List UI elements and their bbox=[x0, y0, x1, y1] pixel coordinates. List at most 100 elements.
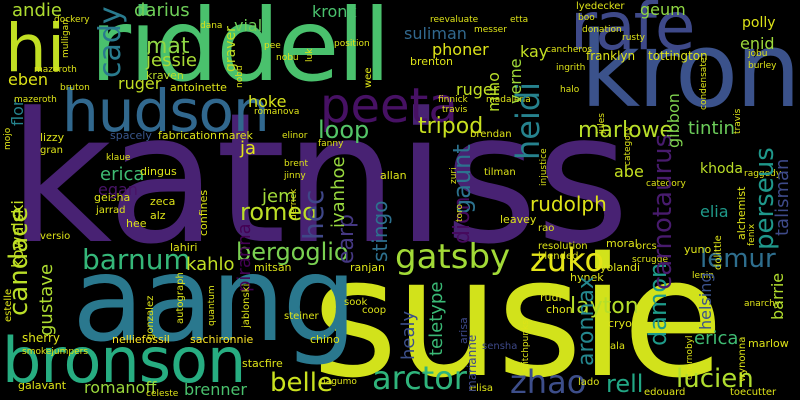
word-sook: sook bbox=[344, 297, 368, 308]
word-zuri: derrick bbox=[289, 188, 299, 220]
word-injustice: toro bbox=[455, 203, 465, 222]
word-lucien: lucien bbox=[676, 364, 754, 394]
word-doubtfire: darius bbox=[134, 0, 190, 21]
word-elinor: madalena bbox=[486, 95, 531, 105]
word-stingo: stingo bbox=[368, 200, 392, 262]
word-finnick: travis bbox=[442, 105, 468, 115]
word-chino: chino bbox=[310, 333, 340, 346]
word-brendan: brendan bbox=[470, 129, 512, 140]
word-abe: abe bbox=[614, 162, 644, 181]
word-marlowe: marlowe bbox=[578, 118, 674, 143]
word-andie: vial bbox=[234, 16, 263, 35]
word-bronson: bronson bbox=[2, 324, 246, 397]
word-edouard: edouard bbox=[644, 387, 686, 398]
word-kahlo: kahlo bbox=[186, 254, 235, 275]
word-moral: moral bbox=[606, 237, 638, 250]
word-gonzalez: gonzalez bbox=[145, 295, 156, 340]
word-suliman: geum bbox=[640, 0, 686, 19]
word-maman: raggedy bbox=[744, 169, 782, 179]
word-carnotaurus: carnotaurus bbox=[648, 133, 678, 290]
word-zuko: zuko bbox=[530, 241, 605, 279]
word-teletype: healy bbox=[398, 310, 419, 360]
word-arctor: arctor bbox=[372, 359, 467, 397]
word-belle: belle bbox=[270, 368, 333, 398]
word-etta: messer bbox=[474, 25, 507, 35]
word-ivanhoe: ivanhoe bbox=[328, 156, 349, 228]
word-eben: eben bbox=[8, 70, 48, 89]
word-geisha: geisha bbox=[94, 191, 131, 204]
word-gatsby: gatsby bbox=[395, 237, 511, 277]
word-trotsky: scrugge bbox=[632, 255, 669, 265]
word-marlow: marlow bbox=[748, 337, 789, 350]
word-marek: marek bbox=[218, 129, 253, 142]
word-rusty: cancheros bbox=[546, 45, 593, 55]
word-wee: position bbox=[334, 39, 370, 49]
word-ingrith: burley bbox=[748, 61, 777, 71]
word-halo: ingrith bbox=[556, 63, 586, 73]
word-fabrication: fabrication bbox=[158, 129, 218, 142]
word-yuno: yuno bbox=[684, 243, 712, 256]
word-blended: blended bbox=[538, 251, 579, 262]
word-hynek: hynek bbox=[570, 271, 604, 284]
word-mazeroth: mazeroth bbox=[14, 95, 57, 105]
word-condensate: jules bbox=[597, 113, 607, 134]
word-gibbon: gibbon bbox=[664, 93, 683, 148]
word-yolandi: yolandi bbox=[600, 261, 641, 274]
word-alz: alz bbox=[150, 209, 166, 222]
word-spacely: spacely bbox=[110, 129, 152, 142]
word-gustave: teletype bbox=[426, 281, 447, 356]
word-confines: confines bbox=[197, 189, 210, 236]
word-lado: lado bbox=[578, 377, 600, 388]
word-ja: ja bbox=[240, 138, 257, 159]
word-dockery: mulligan bbox=[61, 19, 71, 58]
word-dana: dockery bbox=[54, 15, 90, 25]
word-zeca: zeca bbox=[150, 195, 176, 208]
word-elisa: elisa bbox=[470, 383, 494, 394]
word-alchemist: alchemist bbox=[735, 186, 748, 240]
word-kay: phoner bbox=[432, 40, 489, 59]
word-mat: mat bbox=[146, 34, 190, 59]
word-riddell: riddell bbox=[90, 0, 391, 104]
word-fenix: fenix bbox=[747, 223, 757, 246]
word-lyedecker: lyedecker bbox=[576, 1, 625, 12]
word-enid: kay bbox=[520, 42, 549, 61]
word-peeta: peeta bbox=[320, 78, 458, 134]
word-candace: loop bbox=[318, 116, 370, 144]
word-rafe: rafe bbox=[570, 0, 695, 65]
word-bruton: mazeroth bbox=[34, 65, 77, 75]
word-chernobyl: chernobyl bbox=[685, 335, 695, 380]
word-samir: romanova bbox=[254, 107, 300, 117]
word-aang: aang bbox=[72, 230, 357, 368]
word-cryo: cryo bbox=[608, 317, 632, 330]
word-nelliefossil: nelliefossil bbox=[112, 333, 170, 346]
word-helsing: helsing bbox=[696, 272, 715, 330]
word-autograph: autograph bbox=[175, 272, 186, 324]
word-ala: ala bbox=[610, 341, 626, 352]
word-messer: reevaluate bbox=[430, 15, 479, 25]
word-orcs: orcs bbox=[636, 241, 657, 252]
word-susie: susie bbox=[312, 222, 724, 400]
word-jessie: jessie bbox=[146, 50, 197, 71]
word-celeste: celeste bbox=[146, 389, 179, 399]
word-layton: layton bbox=[570, 294, 639, 319]
word-mitsan: mitsan bbox=[254, 261, 292, 274]
word-jem: jem bbox=[262, 186, 296, 207]
word-kraven: kraven bbox=[146, 69, 184, 82]
word-mojo: mojo bbox=[3, 127, 13, 150]
word-allan: allan bbox=[380, 169, 407, 182]
word-ranjan: ranjan bbox=[350, 261, 386, 274]
word-stitchpunks: stitchpunks bbox=[521, 320, 531, 372]
word-klaue: klaue bbox=[106, 153, 131, 163]
word-healy: aronnax bbox=[574, 276, 599, 366]
word-antoinette: antoinette bbox=[170, 81, 227, 94]
word-gran: gran bbox=[40, 145, 63, 156]
word-lizzy: lizzy bbox=[40, 131, 65, 144]
word-dolittle: dolittle bbox=[713, 235, 724, 270]
word-aronnax: erica bbox=[694, 328, 739, 349]
word-rudi: rudi bbox=[540, 291, 562, 304]
word-jarrad: jarrad bbox=[96, 205, 126, 216]
word-kowalski: kowalski bbox=[8, 200, 27, 268]
word-brent: elinor bbox=[282, 131, 308, 141]
word-cady: cady bbox=[93, 6, 128, 78]
